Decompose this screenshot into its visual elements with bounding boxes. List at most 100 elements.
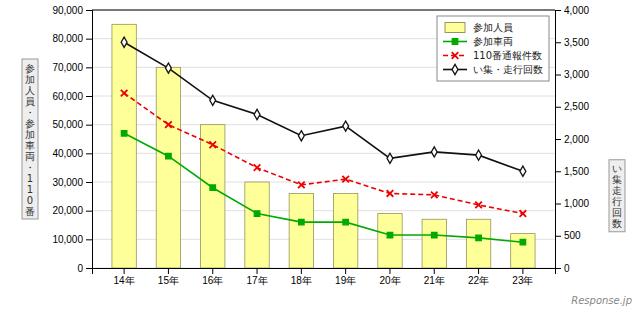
marker xyxy=(387,232,392,237)
marker xyxy=(165,63,171,73)
marker xyxy=(342,176,349,183)
y-axis-title-frame xyxy=(22,59,38,219)
marker xyxy=(387,190,394,197)
marker xyxy=(166,153,171,158)
tick: 60,000 xyxy=(52,91,92,102)
y-axis-title-box: 参加人員・参加車両・110番 xyxy=(22,59,38,219)
tick-label: 10,000 xyxy=(52,234,83,245)
tick-label: 19年 xyxy=(335,275,356,286)
marker xyxy=(254,211,259,216)
marker xyxy=(254,109,260,119)
y-axis: 010,00020,00030,00040,00050,00060,00070,… xyxy=(52,5,92,274)
marker xyxy=(121,131,126,136)
tick-mark xyxy=(555,171,561,172)
marker xyxy=(121,90,128,97)
axis-line xyxy=(556,11,562,269)
tick-label: 500 xyxy=(564,230,581,241)
tick: 1,500 xyxy=(555,166,589,177)
tick: 50,000 xyxy=(52,119,92,130)
marker xyxy=(121,37,127,47)
legend-marker xyxy=(452,52,459,59)
marker xyxy=(476,150,482,160)
tick-label: 23年 xyxy=(512,275,533,286)
tick-label: 21年 xyxy=(424,275,445,286)
marker xyxy=(165,121,172,128)
tick-mark xyxy=(86,182,92,183)
tick: 30,000 xyxy=(52,177,92,188)
tick-mark xyxy=(86,96,92,97)
bar xyxy=(289,193,313,268)
tick: 20年 xyxy=(379,268,400,286)
tick: 1,000 xyxy=(555,198,589,209)
tick-label: 70,000 xyxy=(52,62,83,73)
tick: 14年 xyxy=(114,268,135,286)
legend-item: い集・走行回数 xyxy=(443,64,543,75)
tick-mark xyxy=(86,67,92,68)
legend-label: 参加人員 xyxy=(473,22,513,33)
tick-label: 90,000 xyxy=(52,5,83,16)
line xyxy=(124,133,523,242)
marker xyxy=(210,95,216,105)
y2-axis-title-box: い集走行回数 xyxy=(609,160,625,232)
legend-marker xyxy=(452,64,458,74)
tick-mark xyxy=(212,268,213,274)
tick: 3,500 xyxy=(555,37,589,48)
marker xyxy=(476,235,481,240)
tick-mark xyxy=(522,268,523,274)
tick-mark xyxy=(86,125,92,126)
marker xyxy=(298,182,305,189)
tick-mark xyxy=(555,107,561,108)
marker xyxy=(343,219,348,224)
legend-marker xyxy=(452,39,457,44)
legend-label: 参加車両 xyxy=(473,36,513,47)
tick: 20,000 xyxy=(52,205,92,216)
bar xyxy=(333,193,357,268)
tick-label: 0 xyxy=(564,263,570,274)
marker xyxy=(475,202,482,209)
tick-label: 17年 xyxy=(246,275,267,286)
tick-label: 2,500 xyxy=(564,101,589,112)
marker xyxy=(520,239,525,244)
tick-label: 22年 xyxy=(468,275,489,286)
marker xyxy=(431,147,437,157)
tick-mark xyxy=(389,268,390,274)
axis-line xyxy=(86,11,93,269)
tick: 15年 xyxy=(158,268,179,286)
tick-label: 15年 xyxy=(158,275,179,286)
bar xyxy=(378,214,402,268)
tick-mark xyxy=(478,268,479,274)
bar xyxy=(156,67,180,268)
legend-item: 参加人員 xyxy=(445,22,513,33)
tick-mark xyxy=(86,153,92,154)
marker xyxy=(298,131,304,141)
tick: 500 xyxy=(555,230,581,241)
legend-item: 参加車両 xyxy=(443,36,513,47)
tick-label: 1,500 xyxy=(564,166,589,177)
legend-swatch xyxy=(445,23,465,33)
y2-axis-title-frame xyxy=(609,160,625,232)
tick: 3,000 xyxy=(555,69,589,80)
line-series xyxy=(121,131,525,245)
legend-item: 110番通報件数 xyxy=(443,50,542,61)
tick-mark xyxy=(86,268,92,269)
tick: 17年 xyxy=(246,268,267,286)
tick: 16年 xyxy=(202,268,223,286)
legend-label: い集・走行回数 xyxy=(473,64,543,75)
tick: 2,000 xyxy=(555,134,589,145)
bar xyxy=(422,219,446,268)
tick: 90,000 xyxy=(52,5,92,16)
tick: 0 xyxy=(77,263,92,274)
tick-mark xyxy=(555,10,561,11)
watermark: Response.jp xyxy=(571,295,632,306)
tick-mark xyxy=(345,268,346,274)
y-axis-title: 参加人員・参加車両・110番 xyxy=(25,62,35,216)
tick-mark xyxy=(257,268,258,274)
tick-mark xyxy=(168,268,169,274)
tick-mark xyxy=(555,75,561,76)
tick-label: 3,500 xyxy=(564,37,589,48)
marker xyxy=(520,166,526,176)
tick-label: 30,000 xyxy=(52,177,83,188)
tick: 2,500 xyxy=(555,101,589,112)
tick-label: 16年 xyxy=(202,275,223,286)
marker xyxy=(209,141,216,148)
